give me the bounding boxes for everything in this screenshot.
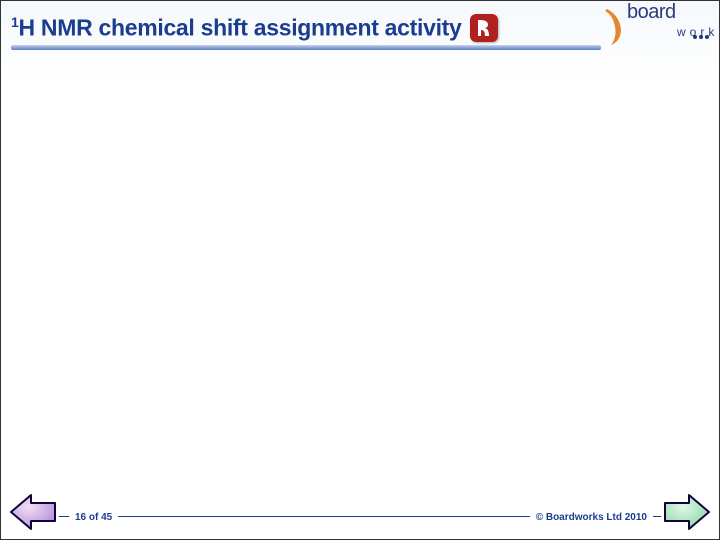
slide-title: 1H NMR chemical shift assignment activit… [11,14,462,42]
title-text: H NMR chemical shift assignment activity [19,15,462,41]
title-superscript: 1 [11,14,19,30]
logo-thin: board [627,1,676,23]
arrow-right-icon [663,491,711,533]
logo-text: board works [627,3,676,21]
prev-button[interactable] [9,491,57,533]
next-button[interactable] [663,491,711,533]
flash-icon [470,14,498,42]
logo-swoosh-icon [603,7,629,47]
logo-dots-icon [693,35,709,39]
page-number: 16 of 45 [69,512,118,523]
title-underline [11,45,601,50]
copyright-text: © Boardworks Ltd 2010 [530,512,653,523]
slide-container: 1H NMR chemical shift assignment activit… [0,0,720,540]
arrow-left-icon [9,491,57,533]
boardworks-logo: board works [609,1,715,49]
